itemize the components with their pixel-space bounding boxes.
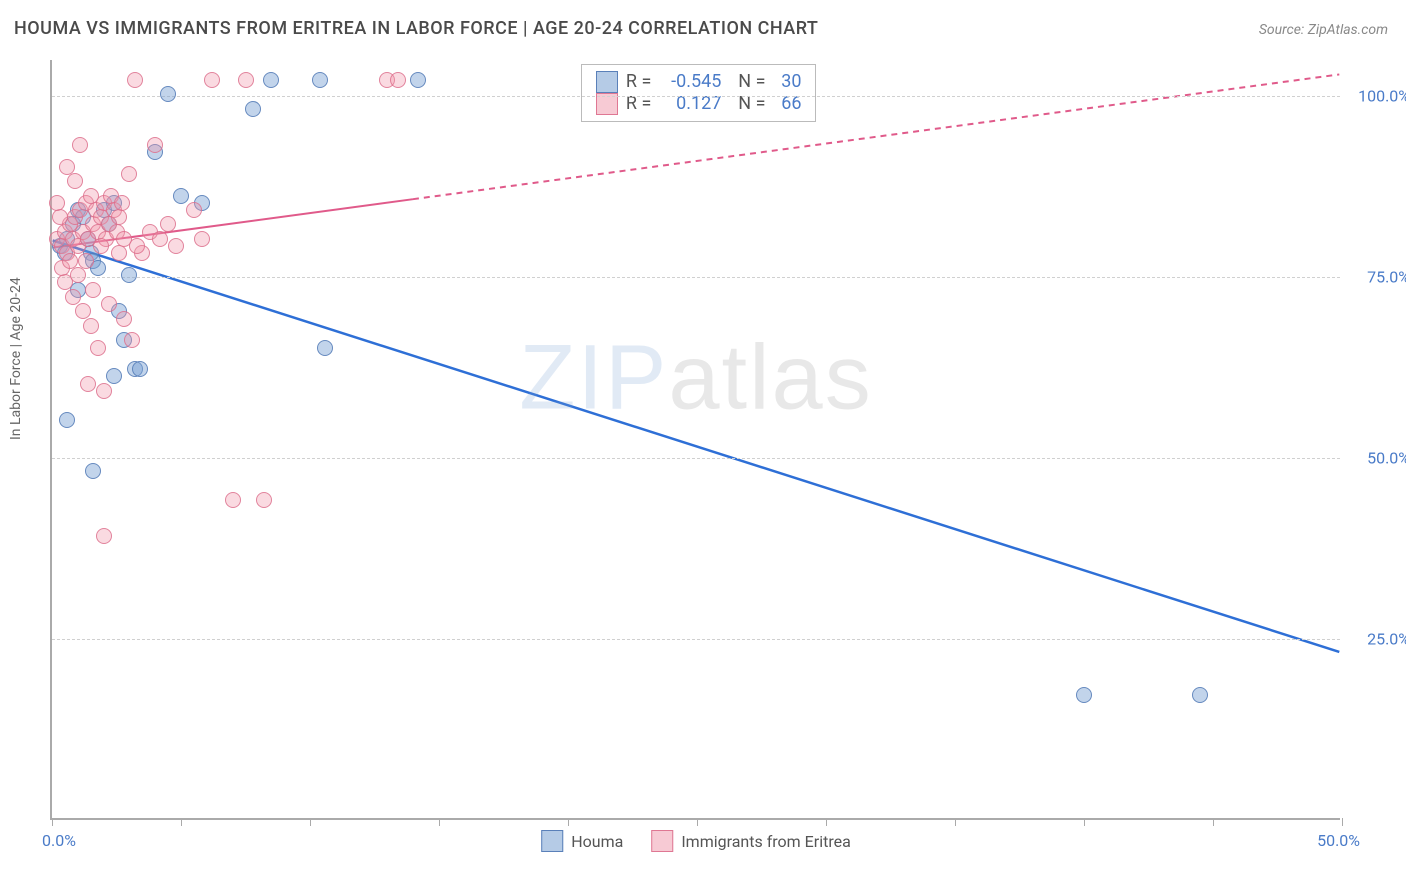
point-houma [59,412,75,428]
point-eritrea [83,318,99,334]
point-eritrea [78,253,94,269]
x-tick [568,818,569,826]
point-houma [121,267,137,283]
point-houma [410,72,426,88]
x-tick [439,818,440,826]
point-houma [132,361,148,377]
source-attribution: Source: ZipAtlas.com [1259,22,1388,38]
plot-area: ZIPatlas R = -0.545 N = 30 R = 0.127 N =… [50,60,1340,820]
trend-line-dashed [413,74,1339,199]
point-eritrea [168,238,184,254]
x-tick [310,818,311,826]
x-tick [826,818,827,826]
point-houma [1192,687,1208,703]
point-eritrea [62,253,78,269]
point-houma [160,86,176,102]
point-eritrea [96,528,112,544]
x-tick [181,818,182,826]
swatch-blue [596,71,618,93]
point-houma [317,340,333,356]
trend-lines-layer [52,60,1340,818]
point-eritrea [85,282,101,298]
x-tick [1342,818,1343,826]
legend-item: Immigrants from Eritrea [651,830,850,852]
point-eritrea [49,195,65,211]
point-eritrea [116,311,132,327]
point-eritrea [238,72,254,88]
point-houma [85,463,101,479]
point-eritrea [160,216,176,232]
point-eritrea [70,267,86,283]
y-axis-label: In Labor Force | Age 20-24 [8,277,24,440]
chart-container: HOUMA VS IMMIGRANTS FROM ERITREA IN LABO… [0,0,1406,892]
point-eritrea [80,376,96,392]
x-tick [1213,818,1214,826]
legend-label: Houma [571,832,623,851]
legend-item: Houma [541,830,623,852]
point-houma [173,188,189,204]
point-eritrea [93,238,109,254]
point-eritrea [225,492,241,508]
point-eritrea [127,72,143,88]
gridline-h [52,96,1340,97]
gridline-h [52,277,1340,278]
gridline-h [52,639,1340,640]
point-eritrea [256,492,272,508]
point-houma [312,72,328,88]
point-eritrea [67,173,83,189]
stats-row: R = -0.545 N = 30 [596,71,802,93]
point-eritrea [101,296,117,312]
swatch-pink [651,830,673,852]
point-eritrea [111,245,127,261]
correlation-stats-box: R = -0.545 N = 30 R = 0.127 N = 66 [581,64,817,122]
point-eritrea [96,383,112,399]
x-tick [697,818,698,826]
x-tick [1084,818,1085,826]
point-eritrea [204,72,220,88]
point-eritrea [114,195,130,211]
point-houma [263,72,279,88]
point-eritrea [72,137,88,153]
stat-r-label: R = [626,71,651,92]
point-eritrea [121,166,137,182]
trend-line-solid [53,240,1340,651]
stat-r-value: -0.545 [659,71,721,92]
y-tick-label: 50.0% [1350,449,1406,468]
x-tick-label: 0.0% [42,831,76,850]
legend-label: Immigrants from Eritrea [681,832,850,851]
y-tick-label: 25.0% [1350,630,1406,649]
y-tick-label: 75.0% [1350,268,1406,287]
point-eritrea [390,72,406,88]
point-houma [106,368,122,384]
point-eritrea [111,209,127,225]
stat-n-label: N = [729,71,765,92]
point-eritrea [65,289,81,305]
gridline-h [52,458,1340,459]
chart-title: HOUMA VS IMMIGRANTS FROM ERITREA IN LABO… [14,18,818,39]
point-eritrea [124,332,140,348]
stat-n-value: 30 [773,71,801,92]
point-eritrea [186,202,202,218]
x-tick [52,818,53,826]
y-tick-label: 100.0% [1350,87,1406,106]
series-legend: Houma Immigrants from Eritrea [541,830,851,852]
point-eritrea [90,340,106,356]
point-eritrea [129,238,145,254]
point-houma [1076,687,1092,703]
point-eritrea [147,137,163,153]
x-tick [955,818,956,826]
point-houma [245,101,261,117]
point-eritrea [52,209,68,225]
point-eritrea [152,231,168,247]
x-tick-label: 50.0% [1317,831,1360,850]
point-eritrea [194,231,210,247]
swatch-blue [541,830,563,852]
